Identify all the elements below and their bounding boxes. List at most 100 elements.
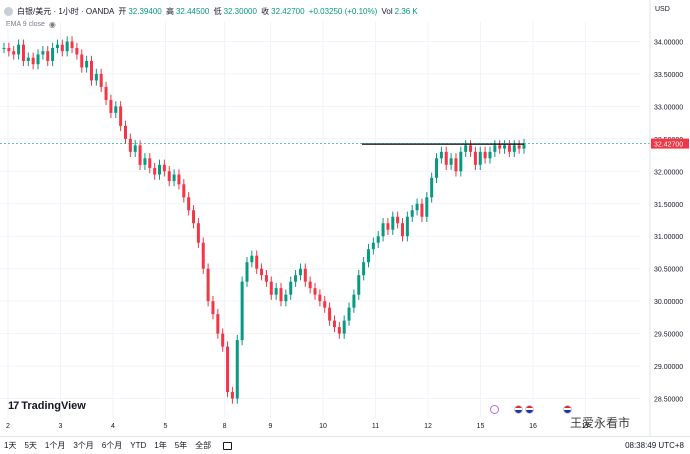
candle-body — [391, 216, 395, 230]
candle-body — [75, 47, 79, 55]
lightning-event-icon[interactable] — [490, 405, 499, 414]
candle-body — [123, 125, 127, 139]
candle-body — [464, 145, 468, 152]
candle-body — [298, 268, 302, 276]
chart-header: 白银/美元 · 1小时 · OANDA 开 32.39400 高 32.44500 … — [0, 0, 690, 22]
symbol-title[interactable]: 白银/美元 · 1小时 · OANDA — [17, 6, 115, 16]
time-tick-label: 16 — [529, 423, 537, 430]
high-value: 32.44500 — [175, 6, 210, 16]
candle-body — [294, 275, 298, 282]
candle-body — [357, 275, 361, 295]
candle-body — [177, 174, 181, 185]
volume-value: 2.36 K — [394, 6, 418, 16]
tf-1y[interactable]: 1年 — [154, 441, 167, 450]
candle-body — [439, 151, 443, 159]
candle-body — [430, 177, 434, 198]
candle-body — [148, 158, 152, 169]
price-tick-label: 28.50000 — [654, 397, 683, 404]
candle-body — [328, 307, 332, 321]
us-flag-event-icon[interactable] — [563, 405, 572, 414]
candle-body — [386, 223, 390, 230]
candle-body — [473, 151, 477, 165]
price-tick-label: 33.00000 — [654, 104, 683, 111]
candle-body — [352, 294, 356, 308]
candle-body — [55, 44, 59, 48]
tf-ytd[interactable]: YTD — [130, 441, 147, 450]
currency-label[interactable]: USD — [655, 6, 670, 13]
calendar-icon[interactable] — [223, 441, 233, 450]
tf-all[interactable]: 全部 — [195, 441, 212, 450]
price-axis: 34.0000033.5000033.0000032.5000032.00000… — [649, 0, 689, 436]
tf-1d[interactable]: 1天 — [4, 441, 17, 450]
tf-5y[interactable]: 5年 — [174, 441, 188, 450]
candle-body — [85, 60, 89, 68]
candle-body — [80, 54, 84, 68]
candle-body — [31, 57, 35, 65]
indicator-label[interactable]: EMA 9 close — [6, 21, 45, 28]
price-tick-label: 31.00000 — [654, 234, 683, 241]
candle-body — [381, 223, 385, 237]
tf-6m[interactable]: 6个月 — [101, 441, 123, 450]
price-tick-label: 29.00000 — [654, 364, 683, 371]
candle-body — [507, 145, 511, 152]
candle-body — [459, 151, 463, 172]
candle-body — [201, 242, 205, 269]
candle-body — [240, 281, 244, 341]
last-price-badge — [651, 138, 689, 149]
candle-body — [128, 138, 132, 152]
candle-body — [182, 184, 186, 198]
candle-body — [211, 301, 215, 315]
candle-body — [172, 174, 176, 182]
candle-body — [308, 281, 312, 289]
tf-5d[interactable]: 5天 — [24, 441, 37, 450]
candle-body — [337, 327, 341, 334]
high-label: 高 — [165, 6, 174, 16]
candle-body — [425, 197, 429, 217]
candle-body — [114, 106, 118, 113]
candle-body — [51, 47, 55, 61]
candle-body — [226, 346, 230, 393]
candle-body — [138, 145, 142, 165]
candle-body — [2, 47, 6, 49]
candle-body — [143, 158, 147, 165]
eye-icon[interactable]: ◉ — [48, 20, 56, 29]
candle-body — [250, 255, 254, 263]
candle-body — [289, 281, 293, 295]
time-tick-label: 15 — [477, 423, 485, 430]
candle-body — [435, 158, 439, 178]
candle-body — [303, 268, 307, 282]
candle-body — [70, 41, 74, 48]
author-watermark: 王爱永看市 — [570, 414, 630, 431]
tf-1m[interactable]: 1个月 — [44, 441, 66, 450]
candle-body — [153, 168, 157, 175]
candle-body — [89, 60, 93, 81]
low-value: 32.30000 — [223, 6, 257, 16]
candle-body — [376, 236, 380, 243]
volume-label: Vol — [381, 6, 393, 16]
time-tick-label: 5 — [164, 423, 168, 430]
candle-body — [158, 164, 162, 175]
candle-body — [196, 223, 200, 243]
price-tick-label: 33.50000 — [654, 72, 683, 79]
candle-body — [318, 294, 322, 302]
tf-3m[interactable]: 3个月 — [73, 441, 94, 450]
ohlc-legend: 开 32.39400 高 32.44500 低 32.30000 收 32.42700 … — [118, 6, 419, 17]
candle-body — [60, 44, 64, 52]
us-flag-event-icon[interactable] — [514, 405, 523, 414]
candle-body — [133, 145, 137, 152]
us-flag-event-icon[interactable] — [525, 405, 534, 414]
candle-body — [483, 151, 487, 159]
clock[interactable]: 08:38:49 UTC+8 — [625, 441, 684, 450]
candle-body — [26, 57, 30, 61]
candle-body — [405, 216, 409, 237]
candle-body — [498, 145, 502, 149]
candle-body — [221, 333, 225, 347]
time-tick-label: 10 — [319, 423, 327, 430]
time-tick-label: 2 — [6, 423, 10, 430]
tradingview-logo[interactable]: 17 TradingView — [8, 400, 86, 412]
time-tick-label: 12 — [424, 423, 432, 430]
silver-symbol-icon — [4, 6, 13, 16]
price-chart[interactable]: 34.0000033.5000033.0000032.5000032.00000… — [0, 0, 690, 436]
price-tick-label: 30.50000 — [654, 267, 683, 274]
candle-body — [206, 268, 210, 302]
